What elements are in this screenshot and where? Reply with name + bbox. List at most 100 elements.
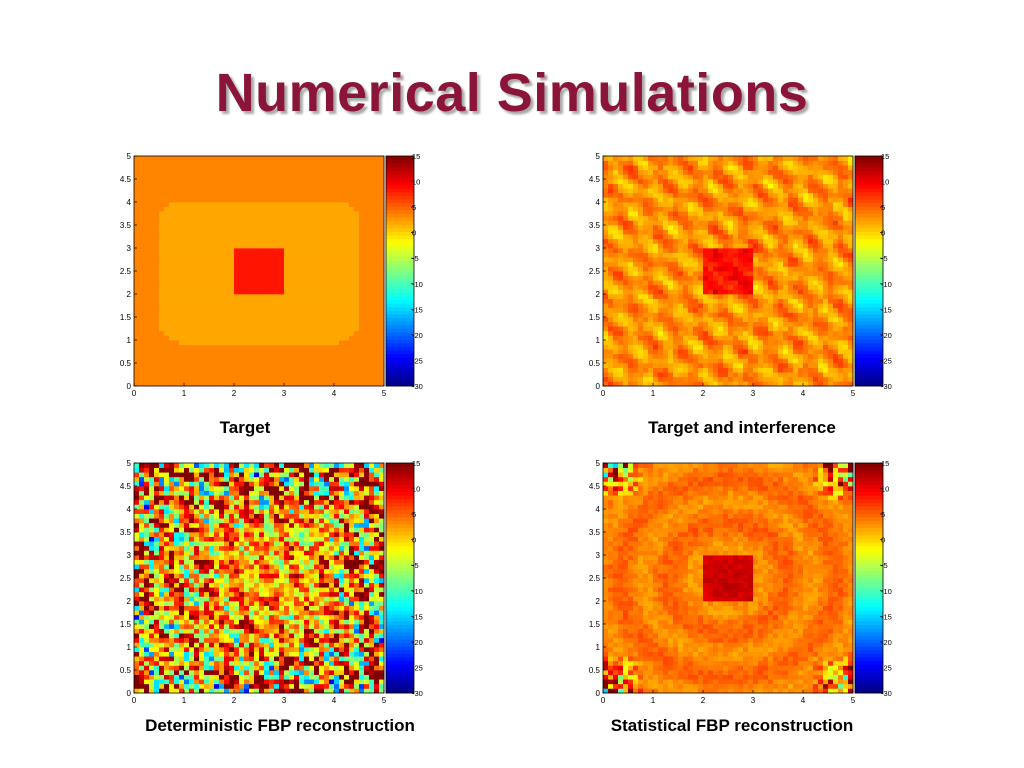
- heatmap-cell: [803, 376, 809, 382]
- heatmap-cell: [324, 294, 330, 299]
- heatmap-cell: [758, 349, 764, 355]
- heatmap-cell: [184, 294, 190, 299]
- heatmap-cell: [149, 381, 155, 387]
- heatmap-cell: [339, 261, 345, 267]
- heatmap-cell: [174, 188, 180, 194]
- heatmap-cell: [843, 367, 849, 373]
- heatmap-cell: [733, 252, 739, 258]
- x-tick-label: 0: [132, 389, 137, 398]
- heatmap-cell: [678, 335, 684, 341]
- heatmap-cell: [219, 257, 225, 263]
- heatmap-cell: [633, 252, 639, 258]
- heatmap-cell: [788, 188, 794, 194]
- heatmap-cell: [783, 303, 789, 309]
- heatmap-cell: [214, 326, 220, 332]
- heatmap-cell: [608, 257, 614, 263]
- heatmap-cell: [159, 344, 165, 350]
- heatmap-cell: [753, 252, 759, 258]
- heatmap-cell: [144, 326, 150, 332]
- heatmap-cell: [289, 243, 295, 249]
- heatmap-cell: [833, 330, 839, 336]
- heatmap-cell: [289, 284, 295, 290]
- heatmap-cell: [763, 197, 769, 203]
- heatmap-cell: [768, 284, 774, 290]
- heatmap-cell: [673, 353, 679, 359]
- heatmap-cell: [668, 335, 674, 341]
- heatmap-cell: [658, 321, 664, 327]
- heatmap-cell: [234, 381, 240, 387]
- heatmap-cell: [314, 192, 320, 198]
- heatmap-cell: [703, 344, 709, 350]
- heatmap-cell: [184, 179, 190, 184]
- heatmap-cell: [289, 381, 295, 387]
- heatmap-cell: [274, 160, 280, 166]
- heatmap-cell: [628, 169, 634, 175]
- heatmap-cell: [269, 238, 275, 244]
- heatmap-cell: [169, 229, 175, 235]
- heatmap-cell: [274, 243, 280, 249]
- heatmap-cell: [314, 234, 320, 240]
- heatmap-cell: [768, 381, 774, 387]
- heatmap-cell: [354, 367, 360, 373]
- heatmap-cell: [364, 197, 370, 203]
- heatmap-cell: [683, 248, 689, 253]
- heatmap-cell: [718, 372, 724, 378]
- heatmap-cell: [219, 344, 225, 350]
- heatmap-cell: [623, 326, 629, 332]
- heatmap-cell: [788, 197, 794, 203]
- heatmap-cell: [284, 165, 290, 171]
- heatmap-cell: [269, 174, 275, 180]
- heatmap-cell: [738, 372, 744, 378]
- heatmap-cell: [189, 183, 195, 189]
- heatmap-cell: [374, 344, 380, 350]
- heatmap-cell: [848, 206, 854, 212]
- heatmap-cell: [319, 229, 325, 235]
- heatmap-cell: [693, 220, 699, 226]
- heatmap-cell: [374, 225, 380, 230]
- heatmap-cell: [144, 275, 150, 281]
- heatmap-cell: [788, 303, 794, 309]
- heatmap-cell: [818, 372, 824, 378]
- heatmap-cell: [159, 165, 165, 171]
- heatmap-cell: [194, 238, 200, 244]
- heatmap-cell: [703, 243, 709, 249]
- heatmap-cell: [803, 188, 809, 194]
- heatmap-cell: [658, 367, 664, 373]
- heatmap-cell: [254, 266, 260, 272]
- heatmap-cell: [239, 220, 245, 226]
- heatmap-cell: [204, 192, 210, 198]
- heatmap-cell: [713, 275, 719, 281]
- heatmap-cell: [289, 202, 295, 207]
- heatmap-cell: [174, 303, 180, 309]
- heatmap-cell: [344, 225, 350, 230]
- heatmap-cell: [733, 169, 739, 175]
- heatmap-cell: [349, 284, 355, 290]
- heatmap-cell: [638, 202, 644, 207]
- heatmap-cell: [718, 284, 724, 290]
- heatmap-cell: [783, 289, 789, 295]
- heatmap-cell: [818, 206, 824, 212]
- heatmap-cell: [274, 294, 280, 299]
- heatmap-cell: [359, 229, 365, 235]
- heatmap-cell: [184, 261, 190, 267]
- heatmap-cell: [354, 344, 360, 350]
- heatmap-cell: [838, 206, 844, 212]
- heatmap-cell: [698, 349, 704, 355]
- heatmap-cell: [279, 252, 285, 258]
- heatmap-cell: [618, 215, 624, 221]
- heatmap-cell: [184, 335, 190, 341]
- heatmap-cell: [628, 257, 634, 263]
- colorbar-tick-label: -10: [412, 280, 423, 289]
- heatmap-cell: [618, 284, 624, 290]
- heatmap-cell: [643, 271, 649, 276]
- heatmap-cell: [299, 252, 305, 258]
- heatmap-cell: [264, 321, 270, 327]
- heatmap-cell: [374, 169, 380, 175]
- heatmap-cell: [823, 271, 829, 276]
- heatmap-cell: [723, 280, 729, 286]
- heatmap-cell: [284, 257, 290, 263]
- heatmap-cell: [144, 211, 150, 217]
- heatmap-cell: [179, 381, 185, 387]
- heatmap-cell: [678, 312, 684, 318]
- heatmap-cell: [763, 294, 769, 299]
